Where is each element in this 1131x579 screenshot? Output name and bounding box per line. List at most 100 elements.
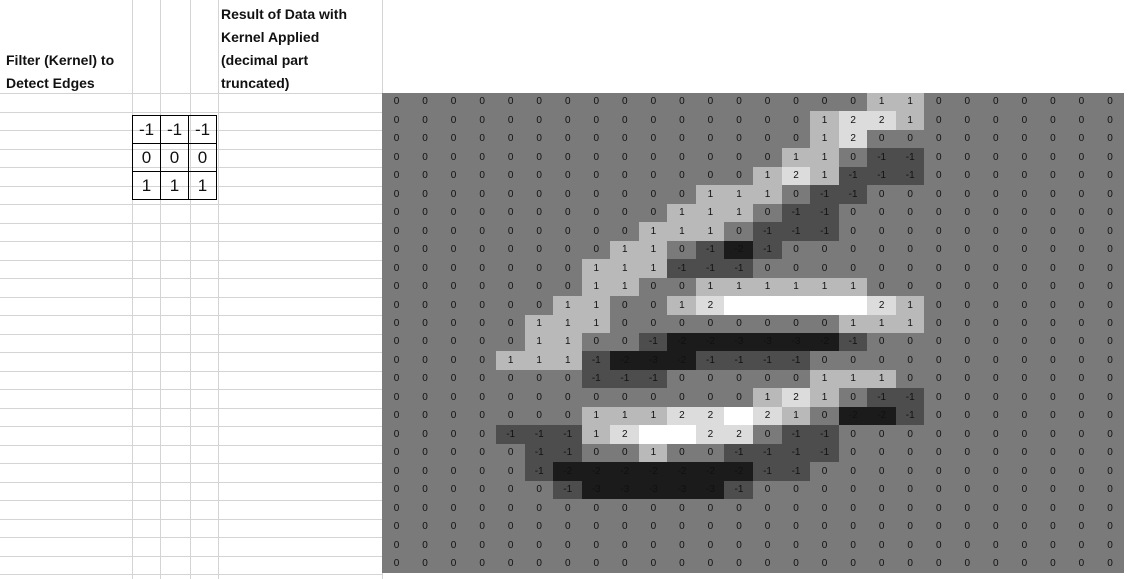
result-cell[interactable]: 0 — [581, 111, 611, 131]
result-cell[interactable]: 0 — [1009, 166, 1039, 186]
result-cell[interactable]: 0 — [638, 203, 668, 223]
result-cell[interactable]: 0 — [924, 111, 954, 131]
result-cell[interactable]: 0 — [1066, 536, 1096, 556]
result-cell[interactable]: 0 — [1009, 517, 1039, 537]
result-cell[interactable]: 0 — [638, 93, 668, 112]
result-cell[interactable]: 0 — [496, 536, 526, 556]
result-cell[interactable]: 0 — [581, 536, 611, 556]
result-cell[interactable]: 1 — [781, 148, 811, 168]
result-cell[interactable]: 1 — [810, 111, 840, 131]
result-cell[interactable]: 0 — [867, 333, 897, 352]
kernel-cell[interactable]: -1 — [188, 115, 217, 144]
result-cell[interactable]: 0 — [581, 129, 611, 149]
result-cell[interactable]: 0 — [467, 480, 497, 500]
result-cell[interactable]: 0 — [610, 499, 640, 519]
result-cell[interactable]: 0 — [838, 425, 868, 445]
result-cell[interactable]: -3 — [581, 480, 611, 500]
result-cell[interactable]: 0 — [467, 406, 497, 426]
result-cell[interactable]: 0 — [439, 406, 469, 426]
result-cell[interactable]: 0 — [1009, 554, 1039, 573]
result-cell[interactable]: -1 — [695, 240, 725, 260]
result-cell[interactable]: 0 — [1038, 554, 1068, 573]
result-cell[interactable]: 0 — [667, 111, 697, 131]
result-cell[interactable]: 0 — [1038, 277, 1068, 297]
result-cell[interactable]: 0 — [1009, 351, 1039, 371]
result-cell[interactable]: 0 — [524, 240, 554, 260]
result-cell[interactable]: 0 — [467, 111, 497, 131]
result-cell[interactable]: 1 — [895, 93, 925, 112]
result-cell[interactable]: 0 — [810, 259, 840, 279]
result-cell[interactable]: 0 — [810, 480, 840, 500]
result-cell[interactable]: 0 — [838, 536, 868, 556]
result-cell[interactable]: -1 — [810, 443, 840, 463]
result-cell[interactable]: -2 — [724, 240, 754, 260]
result-cell[interactable]: -1 — [781, 443, 811, 463]
result-cell[interactable]: 0 — [924, 480, 954, 500]
result-cell[interactable]: 0 — [838, 388, 868, 408]
result-cell[interactable]: 0 — [981, 369, 1011, 389]
result-cell[interactable]: 0 — [524, 296, 554, 316]
result-cell[interactable]: 1 — [838, 314, 868, 334]
result-cell[interactable]: 0 — [1009, 333, 1039, 352]
result-cell[interactable]: 2 — [781, 166, 811, 186]
result-cell[interactable]: 0 — [1066, 499, 1096, 519]
result-cell[interactable]: 0 — [382, 517, 412, 537]
result-cell[interactable]: 1 — [753, 388, 783, 408]
result-cell[interactable]: 0 — [524, 203, 554, 223]
kernel-cell[interactable]: 0 — [188, 143, 217, 172]
result-cell[interactable]: 0 — [981, 480, 1011, 500]
result-cell[interactable]: 0 — [1066, 425, 1096, 445]
result-cell[interactable]: 0 — [1095, 406, 1124, 426]
result-cell[interactable]: 0 — [496, 203, 526, 223]
result-cell[interactable]: 0 — [439, 259, 469, 279]
result-cell[interactable]: -3 — [638, 351, 668, 371]
result-cell[interactable]: -1 — [867, 388, 897, 408]
result-cell[interactable]: 1 — [581, 259, 611, 279]
result-cell[interactable]: 0 — [838, 222, 868, 242]
result-cell[interactable]: 0 — [867, 443, 897, 463]
result-cell[interactable]: 0 — [924, 240, 954, 260]
result-cell[interactable]: 1 — [553, 333, 583, 352]
result-cell[interactable]: 0 — [382, 296, 412, 316]
result-cell[interactable]: 0 — [781, 517, 811, 537]
result-cell[interactable]: -1 — [524, 462, 554, 482]
result-cell[interactable]: 0 — [410, 148, 440, 168]
result-cell[interactable]: -3 — [695, 480, 725, 500]
result-cell[interactable]: 0 — [1038, 203, 1068, 223]
result-cell[interactable]: 0 — [1095, 314, 1124, 334]
result-cell[interactable]: 0 — [895, 259, 925, 279]
result-cell[interactable]: 0 — [553, 388, 583, 408]
result-cell[interactable]: 0 — [952, 240, 982, 260]
result-cell[interactable]: 0 — [410, 425, 440, 445]
result-cell[interactable]: 0 — [667, 443, 697, 463]
result-cell[interactable]: 0 — [667, 554, 697, 573]
result-cell[interactable]: -1 — [838, 166, 868, 186]
result-cell[interactable]: 0 — [610, 111, 640, 131]
result-cell[interactable]: 0 — [638, 185, 668, 205]
result-cell[interactable]: 0 — [382, 462, 412, 482]
result-cell[interactable]: 1 — [695, 277, 725, 297]
result-cell[interactable]: -1 — [810, 425, 840, 445]
result-cell[interactable]: 0 — [781, 259, 811, 279]
result-cell[interactable]: 2 — [695, 296, 725, 316]
result-cell[interactable]: 0 — [895, 203, 925, 223]
result-cell[interactable]: 0 — [895, 425, 925, 445]
result-cell[interactable]: 0 — [838, 148, 868, 168]
result-cell[interactable]: 0 — [382, 333, 412, 352]
result-cell[interactable]: -2 — [695, 333, 725, 352]
result-cell[interactable]: 0 — [610, 388, 640, 408]
result-cell[interactable]: 0 — [1095, 351, 1124, 371]
result-cell[interactable]: 0 — [1066, 369, 1096, 389]
result-cell[interactable]: -1 — [895, 388, 925, 408]
result-cell[interactable]: 0 — [410, 314, 440, 334]
result-cell[interactable]: 0 — [753, 425, 783, 445]
result-cell[interactable]: 0 — [810, 499, 840, 519]
result-cell[interactable]: 0 — [695, 93, 725, 112]
result-cell[interactable]: 0 — [867, 499, 897, 519]
result-cell[interactable]: -1 — [781, 351, 811, 371]
result-cell[interactable]: 0 — [610, 93, 640, 112]
result-cell[interactable]: -1 — [695, 259, 725, 279]
result-cell[interactable]: -1 — [724, 351, 754, 371]
result-cell[interactable]: 0 — [981, 185, 1011, 205]
result-cell[interactable]: 0 — [952, 369, 982, 389]
